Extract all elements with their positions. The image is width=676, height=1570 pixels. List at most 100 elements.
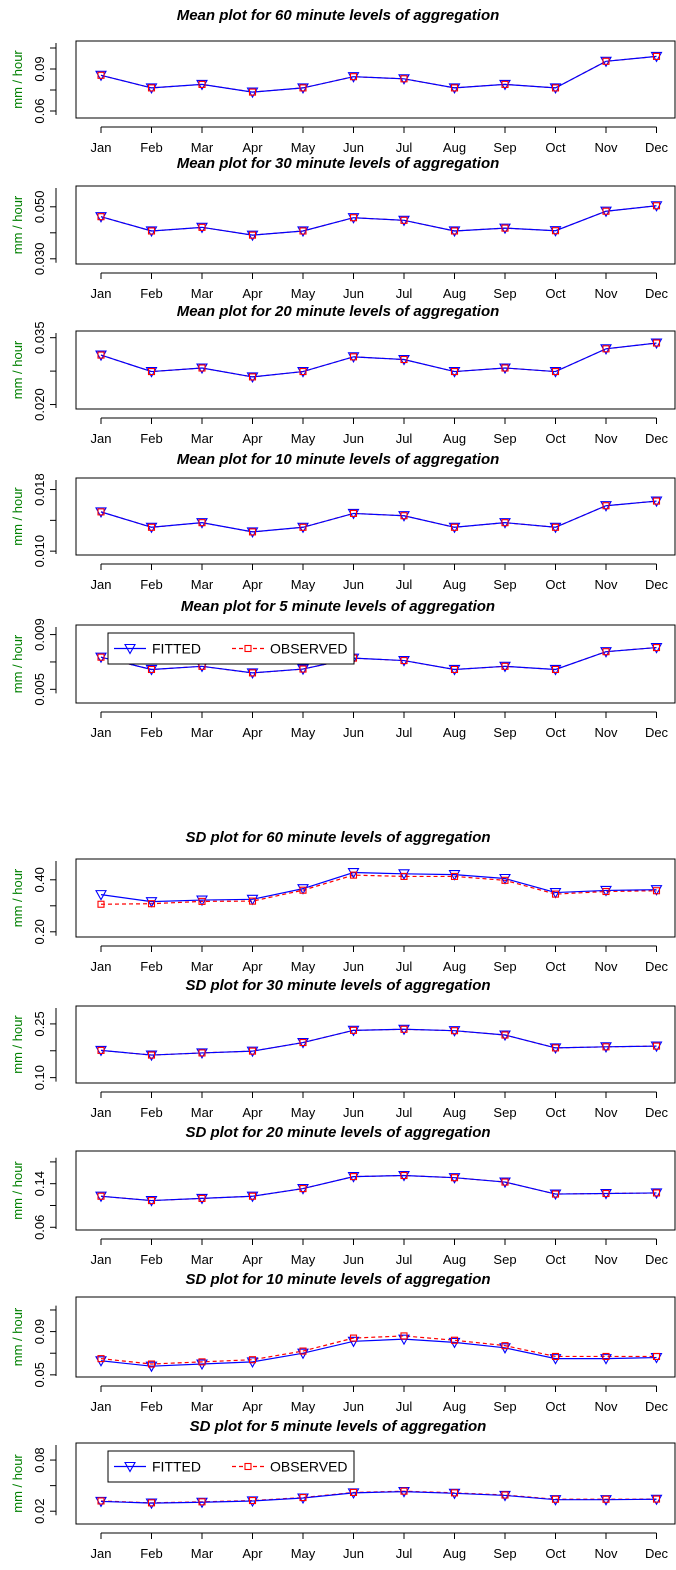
series-fitted-line (100, 1490, 657, 1504)
data-point-observed (147, 900, 156, 908)
x-tick-label: Feb (140, 959, 162, 974)
x-tick-label: Aug (443, 1252, 466, 1267)
data-point-observed (400, 1487, 408, 1495)
data-point-observed (652, 339, 661, 347)
plot-area (75, 1442, 676, 1525)
x-tick-label: Apr (242, 286, 263, 301)
x-tick-label: Jun (343, 1399, 364, 1414)
data-point-observed (349, 1026, 358, 1034)
data-point-observed (400, 1171, 408, 1180)
x-tick-label: Jan (91, 1399, 112, 1414)
data-point-observed (147, 1051, 156, 1059)
y-axis-label: mm / hour (10, 195, 25, 254)
data-point-observed (450, 84, 459, 92)
x-tick-label: Jan (91, 725, 112, 740)
y-axis-label: mm / hour (10, 634, 25, 693)
data-point-observed (198, 223, 206, 231)
data-point-observed (349, 73, 358, 81)
x-tick-label: Apr (242, 1546, 263, 1561)
x-tick-label: Mar (191, 431, 214, 446)
data-point-observed (248, 1047, 257, 1055)
x-tick-label: Aug (443, 286, 466, 301)
x-tick-label: Jun (343, 1546, 364, 1561)
data-point-observed (248, 1356, 257, 1364)
data-point-observed (349, 1334, 358, 1342)
y-axis-label: mm / hour (10, 1161, 25, 1220)
data-point-observed (551, 368, 560, 376)
x-tick-label: Mar (191, 140, 214, 155)
x-tick-label: Sep (493, 577, 516, 592)
x-tick-label: Dec (645, 577, 669, 592)
data-point-observed (551, 665, 560, 674)
x-tick-label: Oct (545, 959, 566, 974)
x-tick-label: May (291, 725, 316, 740)
x-tick-label: Oct (545, 431, 566, 446)
x-tick-label: May (291, 577, 316, 592)
series-observed-line (100, 1335, 657, 1365)
x-tick-label: Dec (645, 286, 669, 301)
data-point-observed (450, 523, 459, 531)
data-point-observed (602, 1352, 610, 1361)
x-tick-label: Dec (645, 431, 669, 446)
data-point-observed (299, 368, 307, 376)
data-point-observed (97, 1497, 105, 1505)
x-tick-label: Oct (545, 725, 566, 740)
data-point-observed (299, 227, 307, 235)
data-point-observed (248, 373, 257, 381)
y-tick-label: 0.050 (32, 191, 47, 224)
x-tick-label: Jun (343, 725, 364, 740)
x-tick-label: May (291, 1105, 316, 1120)
x-tick-label: May (291, 1399, 316, 1414)
x-tick-label: Oct (545, 1252, 566, 1267)
chart-panel-5: Mean plot for 5 minute levels of aggrega… (10, 598, 676, 740)
x-tick-label: Oct (545, 1105, 566, 1120)
plot-area (75, 477, 676, 556)
x-tick-label: May (291, 1252, 316, 1267)
data-point-observed (602, 207, 610, 215)
data-point-observed (652, 644, 661, 652)
data-point-observed (652, 1352, 661, 1361)
data-point-observed (349, 1488, 358, 1497)
data-point-observed (551, 1190, 560, 1198)
data-point-observed (400, 872, 408, 880)
plot-area (75, 185, 676, 265)
y-tick-label: 0.010 (32, 535, 47, 568)
x-tick-label: Mar (191, 1105, 214, 1120)
data-point-observed (450, 1336, 459, 1344)
x-tick-label: May (291, 959, 316, 974)
data-point-observed (450, 1489, 459, 1497)
data-point-observed (400, 1332, 408, 1340)
series-observed-line (100, 1490, 657, 1504)
x-tick-label: Aug (443, 1399, 466, 1414)
data-point-observed (147, 665, 156, 674)
legend-observed-label: OBSERVED (270, 641, 348, 657)
x-tick-label: Jul (396, 725, 413, 740)
data-point-observed (652, 497, 661, 505)
y-tick-label: 0.005 (32, 673, 47, 706)
x-tick-label: Mar (191, 959, 214, 974)
y-tick-label: 0.10 (32, 1065, 47, 1090)
y-tick-label: 0.09 (32, 56, 47, 81)
legend: FITTED OBSERVED (107, 1450, 355, 1483)
data-point-observed (501, 876, 509, 884)
x-tick-label: Sep (493, 286, 516, 301)
data-point-observed (551, 1495, 560, 1503)
data-point-observed (602, 887, 610, 896)
x-tick-label: Jul (396, 1252, 413, 1267)
x-tick-label: Jul (396, 286, 413, 301)
data-point-observed (299, 665, 307, 673)
data-point-observed (147, 1197, 156, 1205)
data-point-observed (551, 84, 560, 92)
series-fitted-line (100, 205, 657, 236)
data-point-observed (349, 1173, 358, 1181)
x-tick-label: Dec (645, 725, 669, 740)
y-axis-label: mm / hour (10, 50, 25, 109)
x-tick-label: Aug (443, 1105, 466, 1120)
data-point-observed (198, 1498, 206, 1506)
x-tick-label: Nov (594, 959, 618, 974)
legend-box (107, 632, 355, 665)
x-tick-label: Apr (242, 725, 263, 740)
data-point-observed (299, 84, 307, 92)
data-point-observed (97, 653, 105, 661)
data-point-observed (652, 202, 661, 210)
